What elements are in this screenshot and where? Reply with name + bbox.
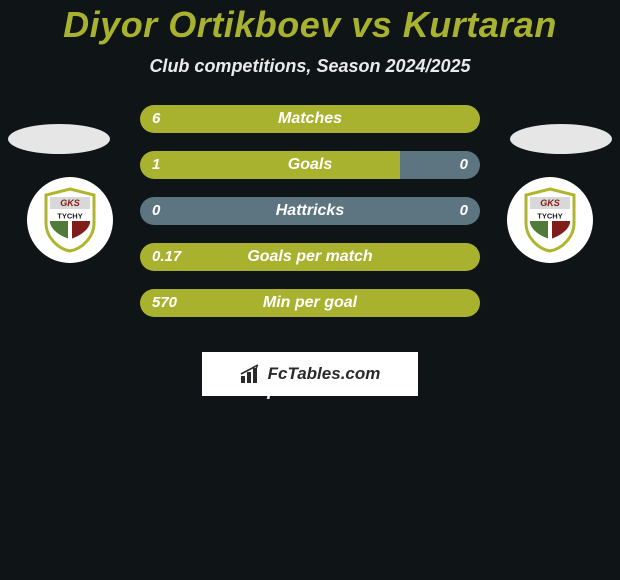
- bar-left: [140, 243, 480, 271]
- value-right: 0: [460, 197, 468, 225]
- bar-track: 00Hattricks: [140, 197, 480, 225]
- stat-row: 00Hattricks: [0, 197, 620, 225]
- attribution-logo: FcTables.com: [202, 352, 418, 396]
- stat-row: 10Goals: [0, 151, 620, 179]
- bar-track: 10Goals: [140, 151, 480, 179]
- value-left: 570: [152, 289, 177, 317]
- bar-left: [140, 151, 400, 179]
- value-left: 6: [152, 105, 160, 133]
- attribution-text: FcTables.com: [268, 364, 381, 384]
- bar-right: [140, 197, 480, 225]
- bars-rising-icon: [240, 364, 262, 384]
- bar-track: 570Min per goal: [140, 289, 480, 317]
- page-title: Diyor Ortikboev vs Kurtaran: [0, 0, 620, 46]
- h2h-infographic: Diyor Ortikboev vs Kurtaran Club competi…: [0, 0, 620, 580]
- stat-row: 570Min per goal: [0, 289, 620, 317]
- bar-track: 0.17Goals per match: [140, 243, 480, 271]
- value-right: 0: [460, 151, 468, 179]
- page-subtitle: Club competitions, Season 2024/2025: [0, 56, 620, 77]
- stat-row: 6Matches: [0, 105, 620, 133]
- value-left: 0.17: [152, 243, 181, 271]
- value-left: 0: [152, 197, 160, 225]
- value-left: 1: [152, 151, 160, 179]
- stat-row: 0.17Goals per match: [0, 243, 620, 271]
- bar-left: [140, 105, 480, 133]
- bar-right: [400, 151, 480, 179]
- bar-left: [140, 289, 480, 317]
- bar-track: 6Matches: [140, 105, 480, 133]
